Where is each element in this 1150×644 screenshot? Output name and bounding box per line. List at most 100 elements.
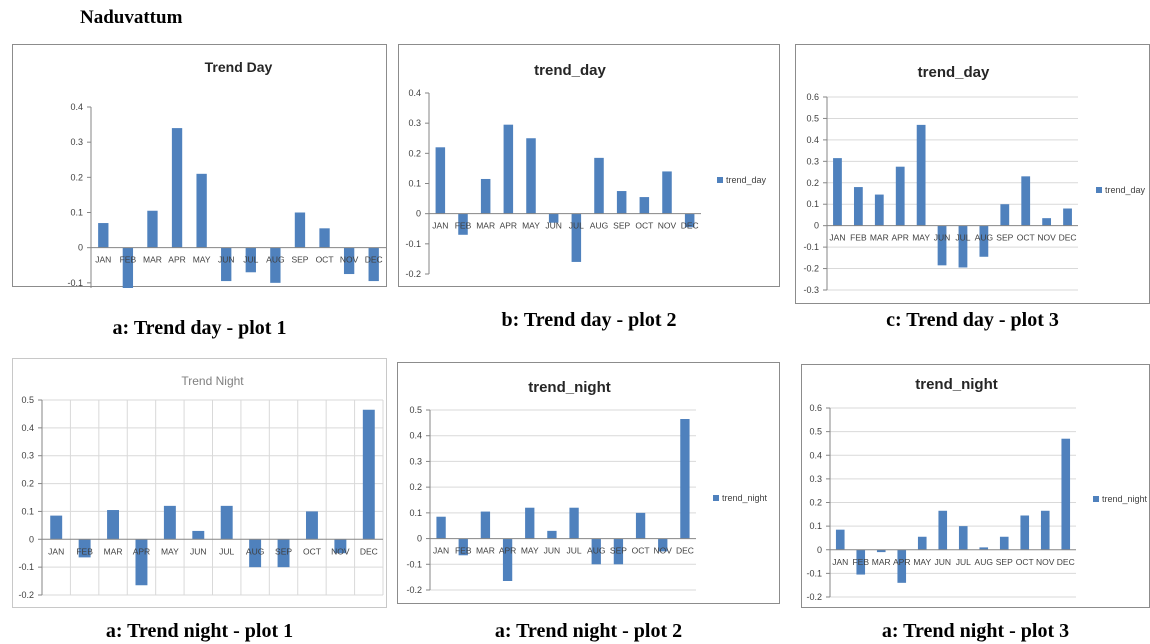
bar-chart-svg: Trend Night -0.2 -0.1 0 0.1 0.2 0.3 0.4 0.5 JAN FE… bbox=[18, 374, 384, 600]
bar-apr bbox=[135, 539, 148, 586]
y-tick-label: 0.2 bbox=[809, 498, 822, 508]
chart-panel-trend-night-1: Trend Night -0.2 -0.1 0 0.1 0.2 0.3 0.4 0.5 JAN FE… bbox=[12, 358, 387, 608]
y-tick-label: 0.6 bbox=[806, 92, 819, 102]
y-tick-label: 0.5 bbox=[809, 427, 822, 437]
bar-apr bbox=[897, 549, 907, 583]
y-tick-label: 0.4 bbox=[21, 423, 34, 433]
bar-apr bbox=[502, 538, 513, 581]
y-tick-label: -0.1 bbox=[405, 239, 421, 249]
x-tick-label: MAY bbox=[521, 546, 539, 556]
y-tick-label: -0.2 bbox=[18, 590, 34, 600]
bar-dec bbox=[680, 419, 690, 539]
bar-jul bbox=[958, 225, 968, 268]
bar-nov bbox=[343, 247, 355, 275]
y-tick-label: 0.1 bbox=[809, 521, 822, 531]
x-tick-label: JUN bbox=[934, 557, 951, 567]
bar-jul bbox=[571, 213, 582, 262]
bar-chart-svg: trend_day -0.3 -0.2 -0.1 0 0.1 0.2 0.3 0.4 0.5 0.6… bbox=[803, 64, 1146, 295]
bar-may bbox=[163, 505, 176, 540]
y-tick-label: 0.3 bbox=[21, 451, 34, 461]
chart-title: trend_night bbox=[915, 376, 998, 393]
x-tick-label: MAR bbox=[476, 546, 495, 556]
y-tick-label: 0.3 bbox=[408, 118, 421, 128]
bar-sep bbox=[277, 539, 290, 568]
caption-trend-night-plot-2: a: Trend night - plot 2 bbox=[494, 620, 683, 642]
x-tick-label: MAY bbox=[522, 221, 540, 231]
x-tick-label: AUG bbox=[587, 546, 605, 556]
y-tick-label: -0.1 bbox=[806, 568, 822, 578]
bar-oct bbox=[1021, 176, 1031, 226]
y-tick-label: 0.4 bbox=[408, 88, 421, 98]
x-tick-label: SEP bbox=[996, 557, 1013, 567]
y-tick-label: 0 bbox=[78, 243, 83, 253]
x-tick-label: AUG bbox=[975, 557, 993, 567]
bar-jun bbox=[938, 510, 948, 550]
y-tick-label: 0.6 bbox=[809, 403, 822, 413]
bar-dec bbox=[362, 409, 375, 540]
chart-title: trend_night bbox=[528, 379, 611, 396]
x-tick-label: JUL bbox=[956, 557, 971, 567]
bar-jan bbox=[833, 158, 842, 226]
y-tick-label: -0.3 bbox=[803, 285, 819, 295]
x-tick-label: FEB bbox=[455, 546, 472, 556]
y-tick-label: -0.1 bbox=[67, 278, 83, 288]
x-tick-label: APR bbox=[893, 557, 910, 567]
bar-jan bbox=[50, 515, 63, 540]
bar-jun bbox=[221, 247, 232, 282]
x-tick-label: NOV bbox=[340, 255, 359, 265]
bar-feb bbox=[856, 549, 866, 575]
y-tick-label: 0.1 bbox=[21, 506, 34, 516]
bar-aug bbox=[249, 539, 262, 568]
y-tick-label: 0.4 bbox=[806, 135, 819, 145]
bar-chart-svg: trend_night -0.2 -0.1 0 0.1 0.2 0.3 0.4 0.5 0.6 JA… bbox=[806, 376, 1147, 602]
bar-sep bbox=[999, 536, 1009, 550]
x-tick-label: OCT bbox=[316, 255, 334, 265]
bar-jan bbox=[435, 147, 446, 214]
bar-aug bbox=[979, 225, 989, 257]
y-tick-label: 0.5 bbox=[21, 395, 34, 405]
x-tick-label: MAY bbox=[913, 557, 931, 567]
legend-swatch bbox=[1096, 187, 1102, 193]
x-tick-label: JUL bbox=[955, 233, 970, 243]
bar-oct bbox=[319, 228, 330, 248]
x-tick-label: APR bbox=[500, 221, 517, 231]
x-tick-label: OCT bbox=[632, 546, 650, 556]
bar-feb bbox=[458, 213, 468, 235]
x-tick-label: JUL bbox=[243, 255, 258, 265]
bar-dec bbox=[1061, 438, 1071, 550]
chart-panel-trend-day-1: Trend Day-0.2-0.100.10.20.30.4JANFEBMARA… bbox=[12, 44, 387, 288]
bar-chart-svg: Trend Day-0.2-0.100.10.20.30.4JANFEBMARA… bbox=[67, 59, 386, 288]
bar-sep bbox=[294, 212, 306, 248]
bar-jul bbox=[245, 247, 256, 273]
y-tick-label: 0 bbox=[417, 534, 422, 544]
y-tick-label: 0.5 bbox=[409, 405, 422, 415]
bar-nov bbox=[1040, 510, 1050, 550]
bar-nov bbox=[662, 171, 672, 214]
x-tick-label: OCT bbox=[1017, 233, 1035, 243]
y-tick-label: -0.1 bbox=[18, 562, 34, 572]
bar-jun bbox=[192, 530, 205, 540]
y-tick-label: 0.4 bbox=[70, 102, 83, 112]
legend-swatch bbox=[713, 495, 719, 501]
legend-label: trend_day bbox=[1105, 185, 1146, 195]
bar-mar bbox=[874, 194, 884, 226]
y-tick-label: -0.2 bbox=[406, 585, 422, 595]
x-tick-label: AUG bbox=[266, 255, 284, 265]
bar-feb bbox=[458, 538, 468, 556]
y-tick-label: 0.1 bbox=[806, 199, 819, 209]
x-tick-label: FEB bbox=[850, 233, 867, 243]
bar-may bbox=[916, 124, 926, 226]
bar-mar bbox=[480, 178, 491, 214]
bar-jun bbox=[937, 225, 947, 266]
bar-jun bbox=[548, 213, 559, 223]
chart-title: trend_day bbox=[534, 62, 606, 79]
x-tick-label: JUL bbox=[219, 546, 234, 556]
bar-oct bbox=[639, 197, 650, 214]
x-tick-label: APR bbox=[133, 546, 150, 556]
bar-aug bbox=[594, 157, 604, 214]
y-tick-label: -0.2 bbox=[405, 269, 421, 279]
x-tick-label: AUG bbox=[246, 546, 264, 556]
x-tick-label: SEP bbox=[996, 233, 1013, 243]
bar-may bbox=[196, 173, 207, 248]
x-tick-label: APR bbox=[168, 255, 185, 265]
